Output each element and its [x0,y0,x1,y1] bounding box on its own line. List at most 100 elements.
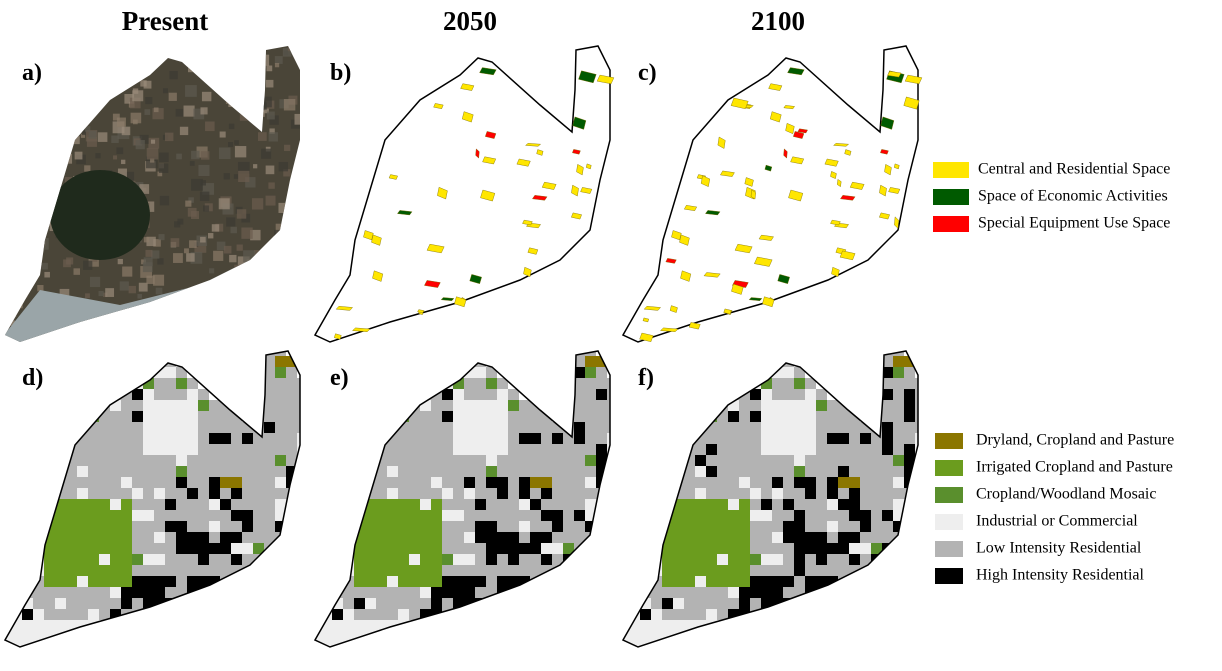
land-cover-cell [66,433,77,444]
land-cover-cell [552,499,563,510]
land-cover-cell [882,400,893,411]
land-cover-cell [297,378,308,389]
land-cover-cell [464,521,475,532]
land-cover-cell [409,576,420,587]
urban-texture [243,290,252,299]
land-cover-cell [77,455,88,466]
land-cover-cell [165,554,176,565]
land-cover-cell [541,488,552,499]
urban-texture [248,262,258,272]
urban-texture [165,133,173,141]
land-cover-cell [132,433,143,444]
urban-texture [186,322,193,329]
land-cover-cell [297,389,308,400]
land-cover-cell [231,455,242,466]
land-cover-cell [55,609,66,620]
urban-texture [229,124,234,129]
land-cover-cell [275,400,286,411]
urban-texture [127,53,137,63]
land-cover-cell [893,466,904,477]
land-cover-cell [563,488,574,499]
land-cover-cell [640,620,651,631]
land-cover-cell [431,554,442,565]
land-cover-cell [409,422,420,433]
urban-texture [140,80,146,86]
land-cover-cell [860,466,871,477]
land-cover-cell [132,422,143,433]
urban-texture [202,313,207,318]
urban-texture [201,151,210,160]
urban-texture [195,329,203,337]
land-cover-cell [563,477,574,488]
land-cover-cell [132,532,143,543]
land-cover-cell [684,499,695,510]
land-cover-cell [552,433,563,444]
land-cover-cell [794,389,805,400]
land-cover-cell [453,565,464,576]
land-cover-cell [882,510,893,521]
land-cover-cell [541,543,552,554]
urban-texture [105,288,114,297]
land-cover-cell [728,455,739,466]
urban-texture [185,85,197,97]
land-cover-cell [420,466,431,477]
land-cover-cell [220,521,231,532]
land-cover-cell [453,422,464,433]
urban-texture [140,48,151,59]
urban-texture [226,99,230,103]
legend-label: Industrial or Commercial [976,513,1138,530]
urban-texture [70,65,82,77]
land-cover-cell [871,510,882,521]
land-cover-cell [772,587,783,598]
urban-texture [262,286,269,293]
urban-texture [8,148,17,157]
urban-texture [192,293,199,300]
land-cover-cell [442,488,453,499]
land-cover-cell [398,466,409,477]
land-cover-cell [772,499,783,510]
land-cover-cell [563,521,574,532]
land-cover-cell [409,466,420,477]
land-cover-cell [420,510,431,521]
land-cover-cell [497,521,508,532]
land-cover-cell [783,433,794,444]
land-cover-cell [816,565,827,576]
land-cover-cell [154,510,165,521]
land-cover-cell [519,565,530,576]
urban-texture [186,253,195,262]
urban-texture [28,203,34,209]
land-cover-cell [121,466,132,477]
land-cover-cell [684,543,695,554]
land-cover-cell [286,367,297,378]
urban-texture [18,287,28,297]
land-cover-cell [541,521,552,532]
urban-texture [72,136,80,144]
land-cover-cell [904,411,915,422]
urban-texture [53,164,65,176]
land-cover-cell [198,422,209,433]
urban-texture [8,150,18,160]
land-cover-cell [552,455,563,466]
urban-texture [49,96,60,107]
land-cover-cell [442,576,453,587]
urban-texture [212,224,219,231]
land-cover-cell [154,499,165,510]
land-cover-cell [816,411,827,422]
urban-texture [250,64,255,69]
urban-texture [228,103,232,107]
land-cover-cell [519,400,530,411]
land-cover-cell [165,499,176,510]
urban-texture [258,110,264,116]
urban-texture [196,63,204,71]
land-cover-cell [563,455,574,466]
land-cover-cell [220,532,231,543]
land-cover-cell [596,444,607,455]
land-cover-cell [176,477,187,488]
land-cover-cell [231,422,242,433]
land-cover-cell [750,587,761,598]
land-cover-cell [893,455,904,466]
land-cover-cell [176,389,187,400]
land-cover-cell [717,433,728,444]
land-cover-cell [893,477,904,488]
land-cover-cell [398,598,409,609]
